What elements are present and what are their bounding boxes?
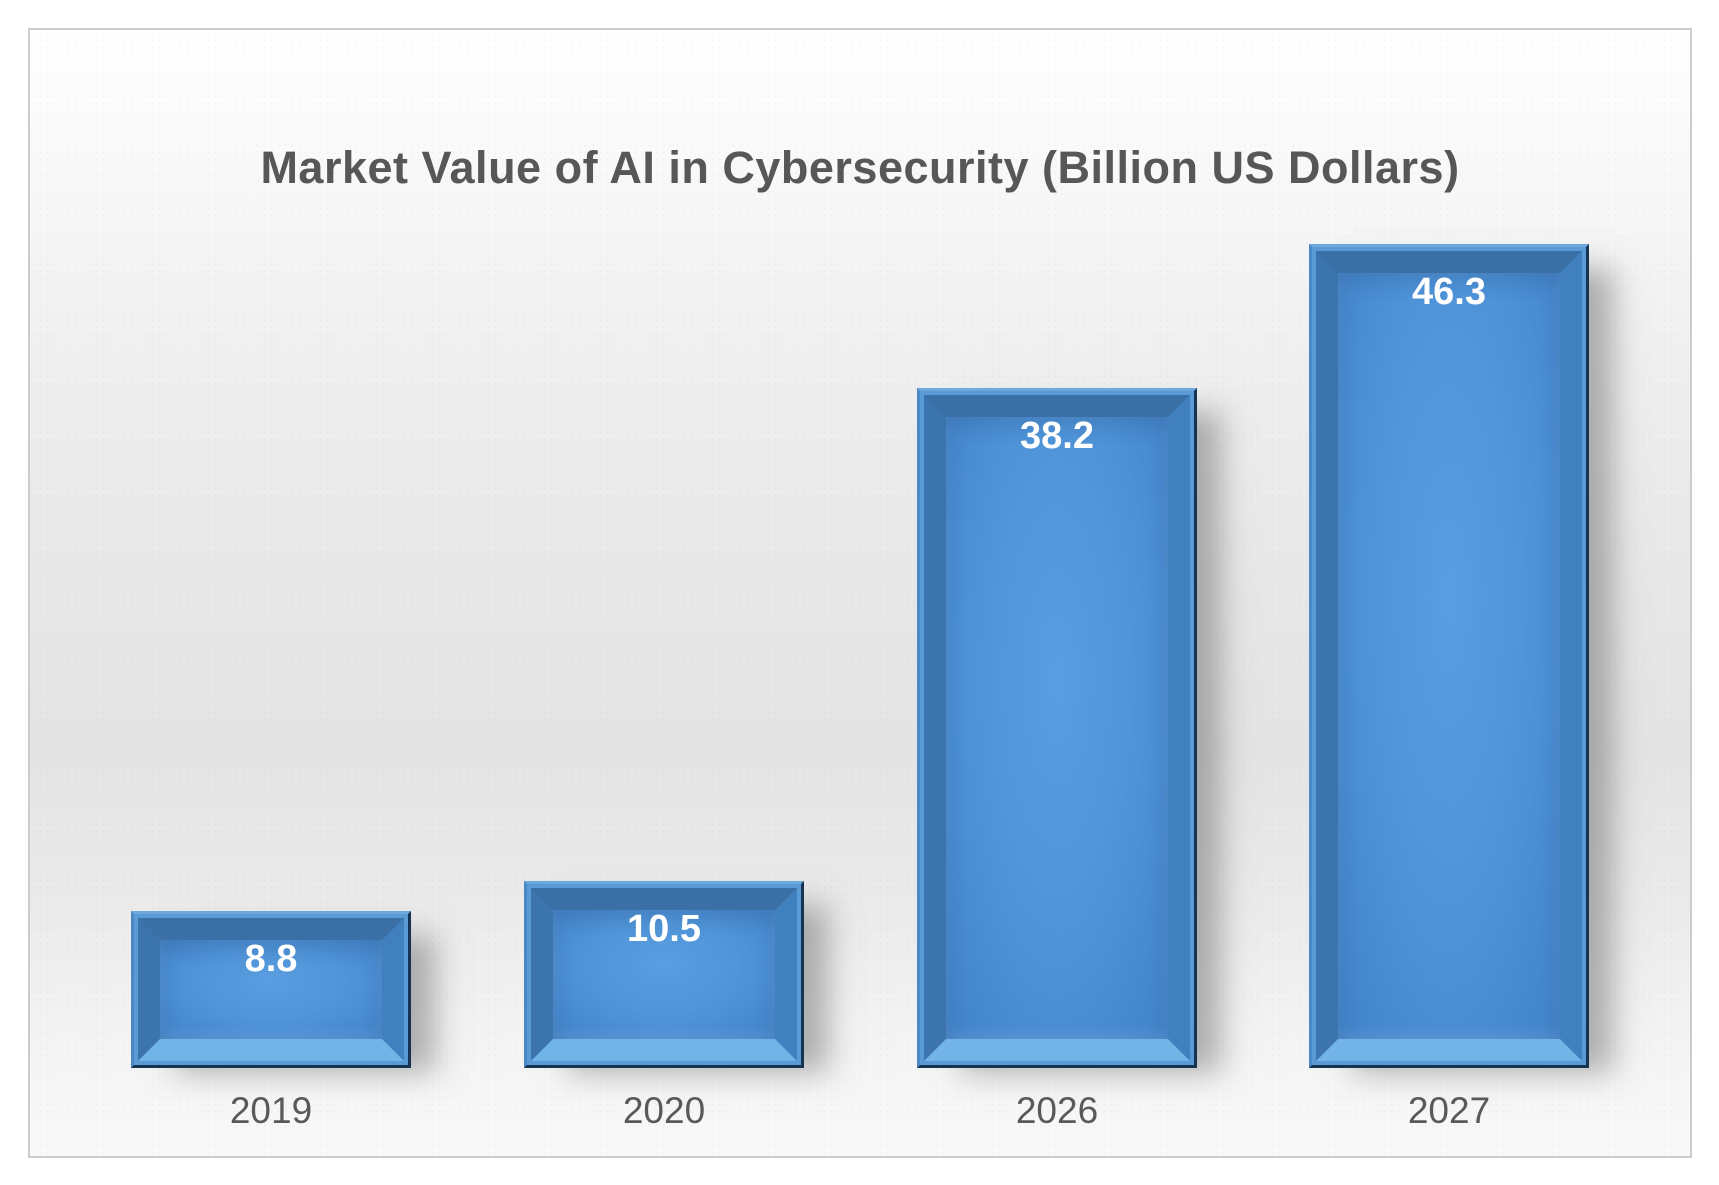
bar-bevel [531, 888, 797, 1061]
x-axis-label-2019[interactable]: 2019 [229, 1090, 313, 1131]
bar-2020[interactable]: 10.5 [524, 881, 804, 1068]
bar-face [160, 940, 382, 1039]
bar-face [1338, 273, 1560, 1039]
bar-value-label-2020[interactable]: 10.5 [627, 908, 701, 950]
plot-area: 8.8 2019 10.5 2020 38.2 2026 [30, 30, 1690, 1156]
bar-value-label-2019[interactable]: 8.8 [244, 938, 298, 980]
chart-frame: Market Value of AI in Cybersecurity (Bil… [28, 28, 1692, 1158]
x-axis-label-2027[interactable]: 2027 [1407, 1090, 1491, 1131]
bar-face [553, 910, 775, 1039]
bar-bevel [924, 395, 1190, 1061]
bar-2027[interactable]: 46.3 [1309, 244, 1589, 1068]
bar-bevel [1316, 251, 1582, 1061]
x-axis-label-2026[interactable]: 2026 [1015, 1090, 1099, 1131]
bar-value-label-2026[interactable]: 38.2 [1020, 415, 1094, 457]
bar-face [946, 417, 1168, 1039]
bar-value-label-2027[interactable]: 46.3 [1412, 271, 1486, 313]
chart-title[interactable]: Market Value of AI in Cybersecurity (Bil… [260, 142, 1460, 193]
bar-2026[interactable]: 38.2 [917, 388, 1197, 1068]
x-axis-label-2020[interactable]: 2020 [622, 1090, 706, 1131]
bar-bevel [138, 918, 404, 1061]
bar-2019[interactable]: 8.8 [131, 911, 411, 1068]
